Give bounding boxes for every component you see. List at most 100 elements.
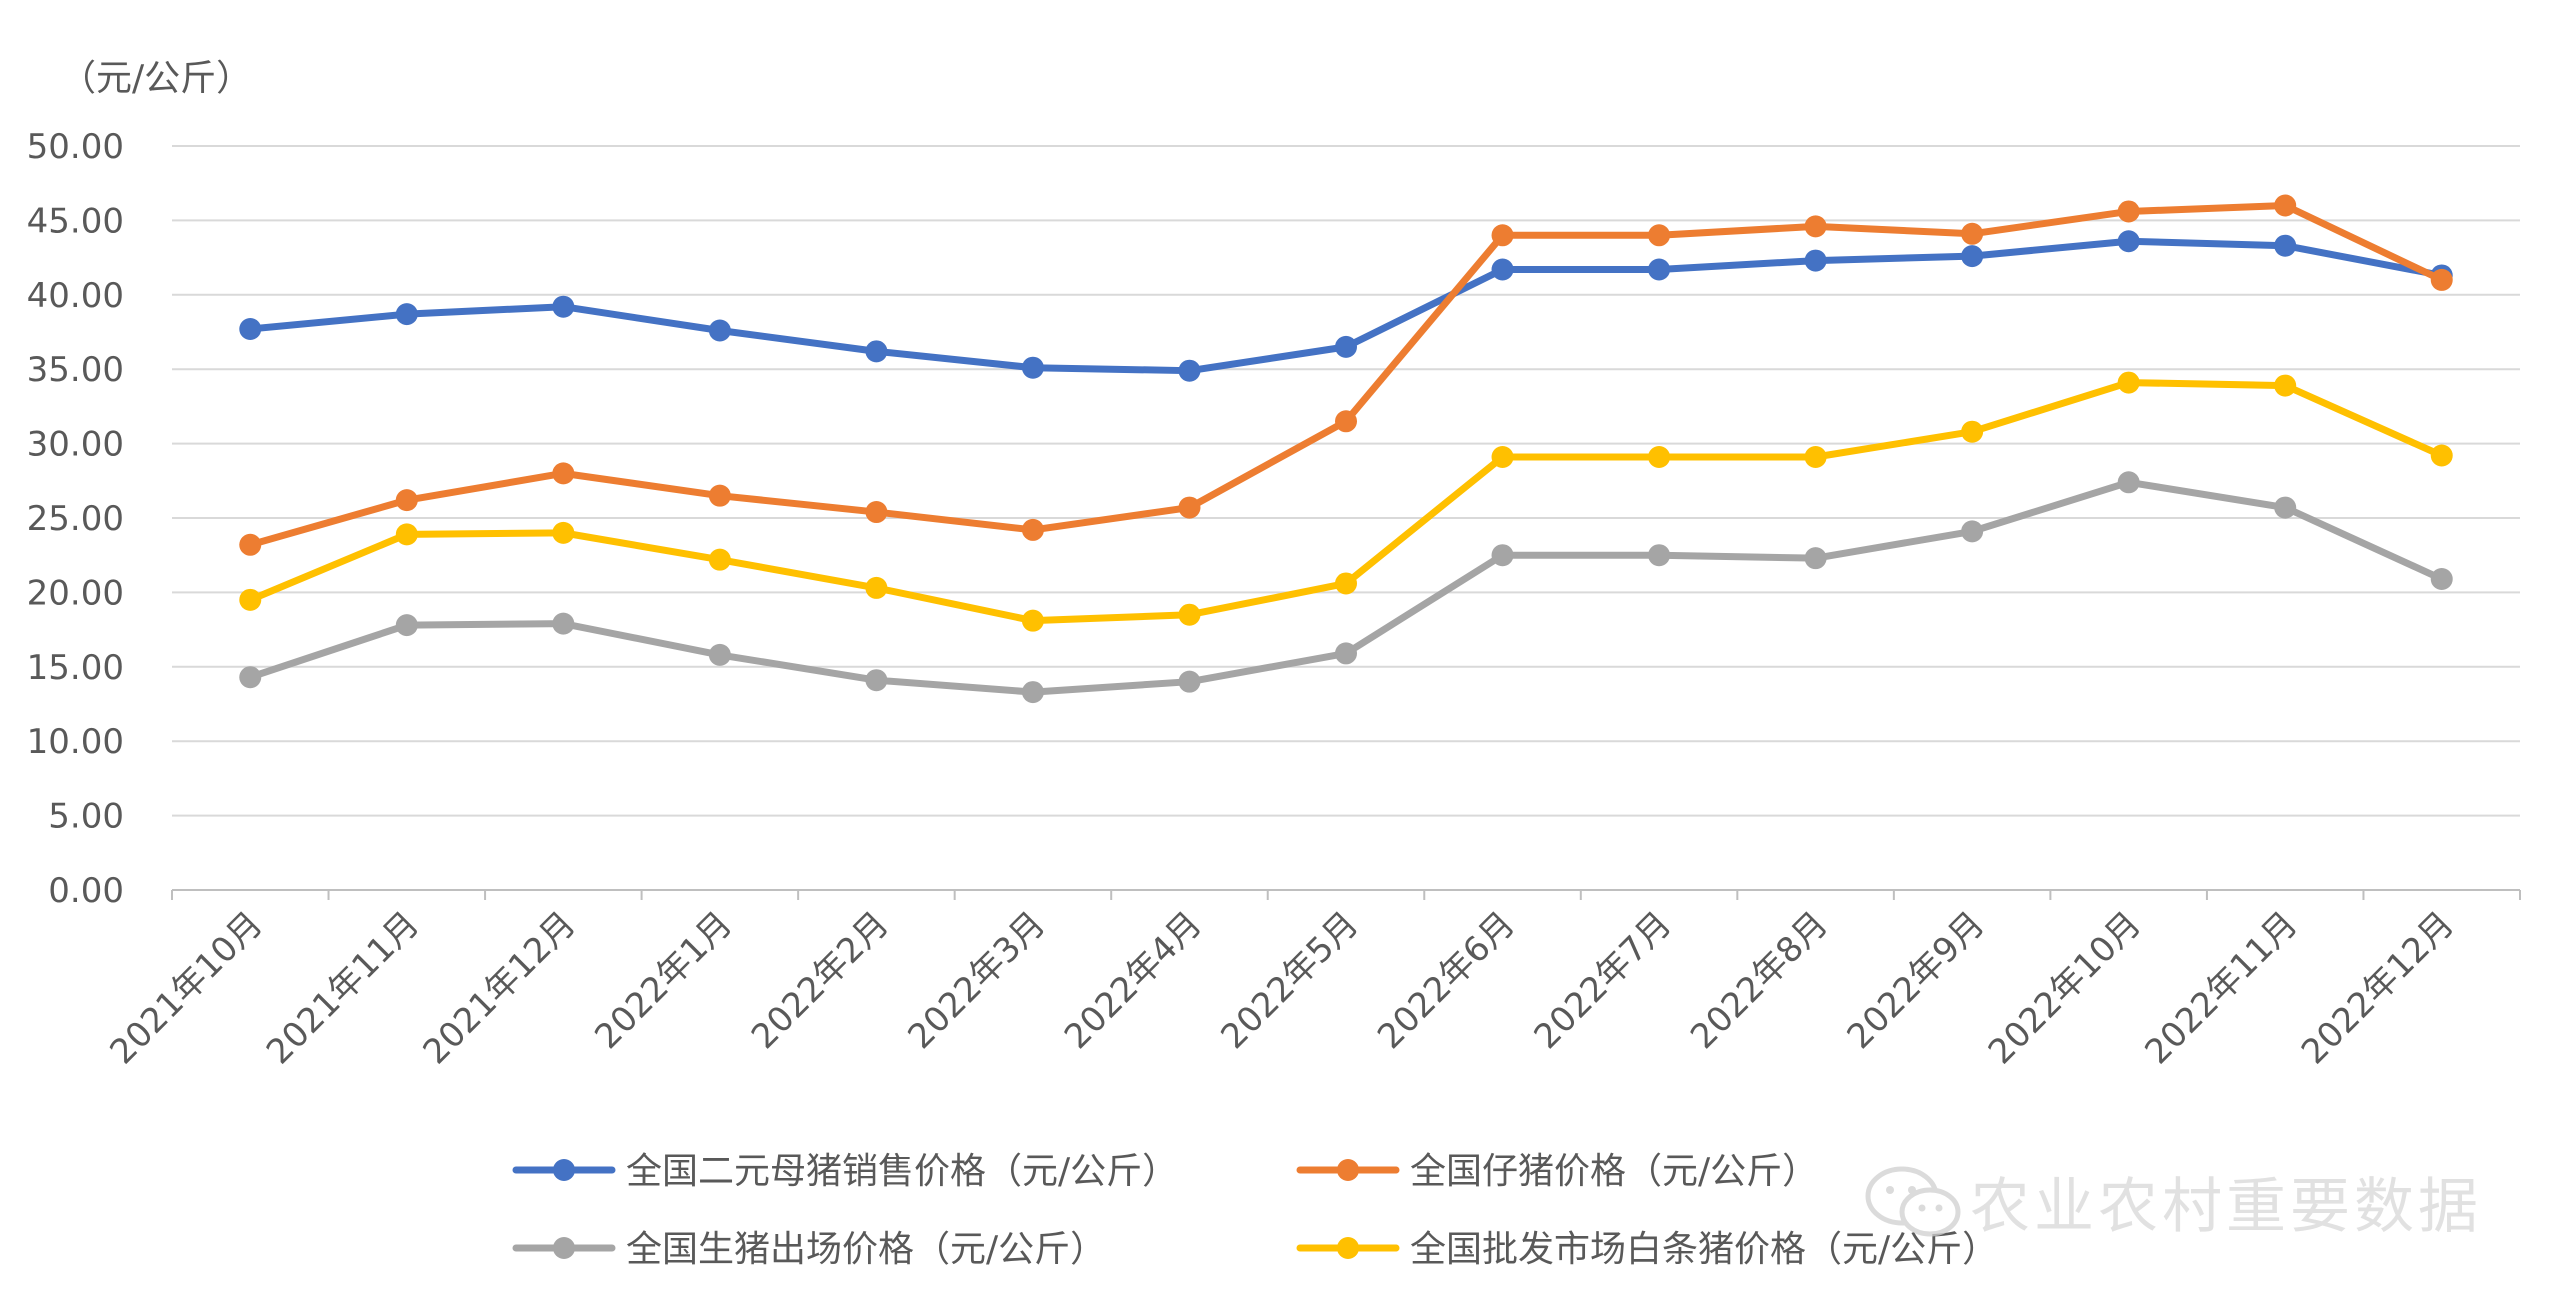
legend-item: 全国仔猪价格（元/公斤） [1296,1151,1818,1192]
y-tick-label: 40.00 [27,276,124,316]
data-point [395,303,418,326]
data-point [1961,420,1984,443]
x-tick-label: 2022年6月 [1370,904,1523,1057]
y-tick-label: 10.00 [27,722,124,762]
series-1 [239,230,2453,382]
data-point [1804,547,1827,570]
y-tick-label: 25.00 [27,499,124,539]
watermark: 农业农村重要数据 [1860,1158,2482,1245]
data-point [1178,670,1201,693]
y-tick-label: 5.00 [48,797,124,837]
data-point [239,533,262,556]
data-point [2274,496,2297,519]
x-tick-label: 2022年3月 [900,904,1053,1057]
x-tick-label: 2021年10月 [102,904,270,1072]
data-point [2274,374,2297,397]
x-tick-label: 2021年11月 [259,904,427,1072]
data-point [395,614,418,637]
series-line [246,202,2446,549]
data-point [1491,544,1514,567]
data-point [865,576,888,599]
legend-swatch-marker [1337,1237,1359,1259]
data-point [2117,200,2140,223]
y-tick-label: 30.00 [27,425,124,465]
data-point [1491,224,1514,247]
data-point [1491,258,1514,281]
data-point [1335,572,1357,595]
data-point [239,666,262,689]
wechat-icon [1865,1166,1961,1236]
data-point [1648,544,1671,567]
series-3 [239,471,2453,704]
data-point [1961,520,1984,543]
data-point [708,548,731,571]
data-point [1178,496,1201,519]
data-point [1335,642,1357,665]
x-tick-label: 2022年11月 [2137,904,2305,1072]
data-point [239,318,262,341]
gridlines [172,145,2520,817]
series-4 [239,371,2453,632]
x-tick-label: 2022年10月 [1981,904,2149,1072]
data-point [708,643,731,666]
data-point [1335,335,1357,358]
data-point [1335,410,1357,433]
data-point [1804,445,1827,468]
legend-swatch-marker [553,1237,575,1259]
data-point [2274,194,2297,217]
data-point [239,588,262,611]
y-axis-tick-labels: 0.00 5.00 10.00 15.00 20.00 25.00 30.00 35.00 40… [27,127,124,911]
data-point [1804,215,1827,238]
y-tick-label: 50.00 [27,127,124,167]
x-tick-label: 2022年2月 [744,904,897,1057]
data-point [2430,568,2453,591]
x-tick-label: 2022年5月 [1214,904,1367,1057]
legend-label: 全国生猪出场价格（元/公斤） [626,1229,1106,1270]
data-point [552,295,575,318]
x-tick-label: 2022年1月 [587,904,740,1057]
data-point [2117,371,2140,394]
data-point [865,669,888,692]
x-tick-label: 2022年7月 [1527,904,1680,1057]
legend-label: 全国批发市场白条猪价格（元/公斤） [1410,1229,1998,1270]
legend-swatch-marker [1337,1159,1359,1181]
data-point [2430,444,2453,467]
data-point [1021,356,1044,379]
data-point [1961,222,1984,245]
legend-swatch-marker [553,1159,575,1181]
y-axis-unit-label: （元/公斤） [60,58,252,99]
legend-item: 全国二元母猪销售价格（元/公斤） [512,1151,1178,1192]
data-point [1021,681,1044,704]
data-point [1491,445,1514,468]
watermark-text: 农业农村重要数据 [1970,1172,2482,1242]
x-tick-label: 2022年9月 [1840,904,1993,1057]
data-point [865,501,888,524]
data-point [395,523,418,546]
data-point [552,462,575,485]
data-point [395,489,418,512]
legend-label: 全国二元母猪销售价格（元/公斤） [626,1151,1178,1192]
data-point [2274,234,2297,257]
y-tick-label: 0.00 [48,871,124,911]
data-point [1648,258,1671,281]
data-point [1648,445,1671,468]
data-point [708,319,731,342]
data-point [1648,224,1671,247]
series-2 [239,194,2453,556]
legend-item: 全国批发市场白条猪价格（元/公斤） [1296,1229,1998,1270]
series-lines [239,194,2453,704]
data-point [1961,245,1984,268]
data-point [2430,268,2453,291]
legend-label: 全国仔猪价格（元/公斤） [1410,1151,1818,1192]
data-point [1178,603,1201,626]
data-point [2117,471,2140,494]
y-tick-label: 35.00 [27,350,124,390]
x-tick-label: 2022年8月 [1683,904,1836,1057]
data-point [708,484,731,507]
data-point [1021,518,1044,541]
data-point [1804,249,1827,272]
y-tick-label: 45.00 [27,201,124,241]
